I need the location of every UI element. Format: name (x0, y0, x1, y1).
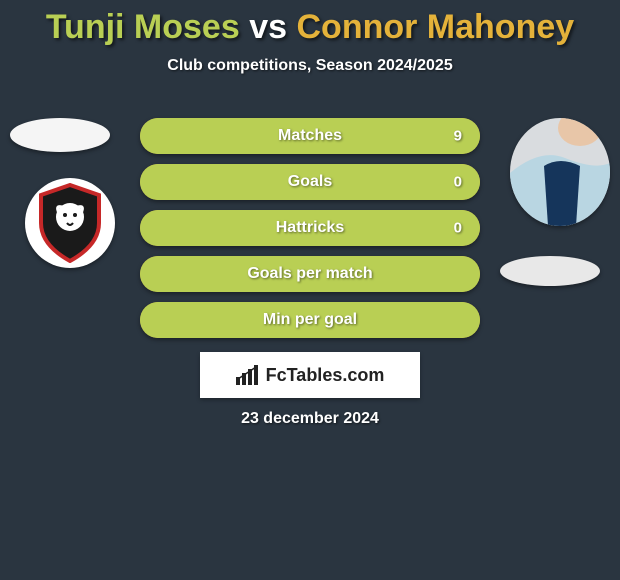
player2-name: Connor Mahoney (297, 8, 575, 46)
stat-label: Matches (140, 127, 480, 145)
vs-separator: vs (249, 8, 287, 46)
player1-name: Tunji Moses (46, 8, 240, 46)
brand-badge: FcTables.com (200, 352, 420, 398)
stat-row: Hattricks 0 (140, 210, 480, 246)
subtitle: Club competitions, Season 2024/2025 (0, 57, 620, 75)
shield-icon (35, 183, 105, 263)
stat-value-right: 0 (454, 174, 462, 191)
date-text: 23 december 2024 (0, 410, 620, 428)
stat-label: Goals (140, 173, 480, 191)
stat-label: Min per goal (140, 311, 480, 329)
page-title: Tunji Moses vs Connor Mahoney (0, 0, 620, 47)
stat-label: Goals per match (140, 265, 480, 283)
player2-avatar (510, 118, 610, 226)
player1-avatar-placeholder (10, 118, 110, 152)
player2-club-placeholder (500, 256, 600, 286)
stat-value-right: 9 (454, 128, 462, 145)
stat-row: Goals per match (140, 256, 480, 292)
brand-text: FcTables.com (266, 365, 385, 386)
stat-label: Hattricks (140, 219, 480, 237)
stat-row: Goals 0 (140, 164, 480, 200)
stat-value-right: 0 (454, 220, 462, 237)
player1-club-badge (25, 178, 115, 268)
stats-container: Matches 9 Goals 0 Hattricks 0 Goals per … (140, 118, 480, 348)
stat-row: Matches 9 (140, 118, 480, 154)
player-photo-icon (510, 118, 610, 226)
stat-row: Min per goal (140, 302, 480, 338)
bar-chart-icon (236, 365, 260, 385)
